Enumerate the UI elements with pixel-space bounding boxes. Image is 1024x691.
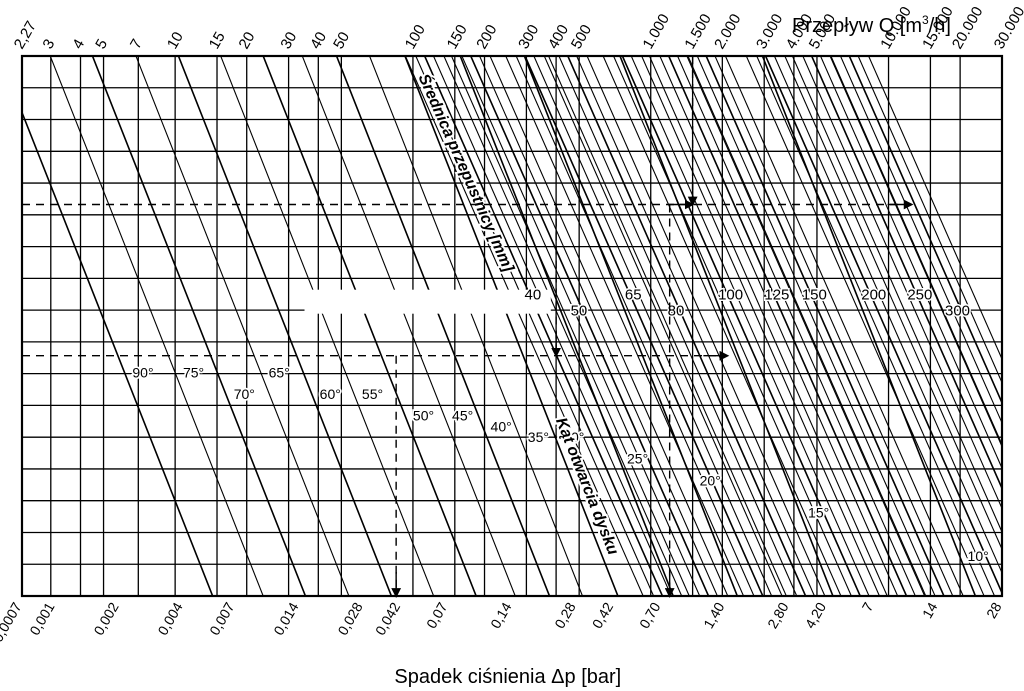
- dn-label: 50: [571, 303, 588, 320]
- angle-label: 60°: [320, 386, 341, 402]
- nomograph-chart: 2,2734571015203040501001502003004005001.…: [0, 0, 1024, 691]
- dn-label: 100: [718, 287, 743, 304]
- angle-label: 50°: [413, 408, 434, 424]
- dn-label: 200: [861, 287, 886, 304]
- axis-title-bottom: Spadek ciśnienia Δp [bar]: [394, 666, 621, 688]
- dn-label: 125: [764, 287, 789, 304]
- dn-label: 40: [524, 287, 541, 304]
- angle-label: 70°: [234, 386, 255, 402]
- angle-label: 25°: [627, 451, 648, 467]
- angle-label: 65°: [269, 364, 290, 380]
- angle-label: 90°: [132, 364, 153, 380]
- dn-label: 300: [945, 303, 970, 320]
- angle-label: 20°: [700, 472, 721, 488]
- angle-label: 40°: [491, 418, 512, 434]
- dn-label: 150: [802, 287, 827, 304]
- dn-label: 250: [907, 287, 932, 304]
- dn-label: 65: [625, 287, 642, 304]
- angle-label: 55°: [362, 386, 383, 402]
- angle-label: 15°: [808, 505, 829, 521]
- angle-label: 35°: [528, 429, 549, 445]
- angle-label: 45°: [452, 408, 473, 424]
- angle-label: 10°: [968, 548, 989, 564]
- angle-label: 75°: [183, 364, 204, 380]
